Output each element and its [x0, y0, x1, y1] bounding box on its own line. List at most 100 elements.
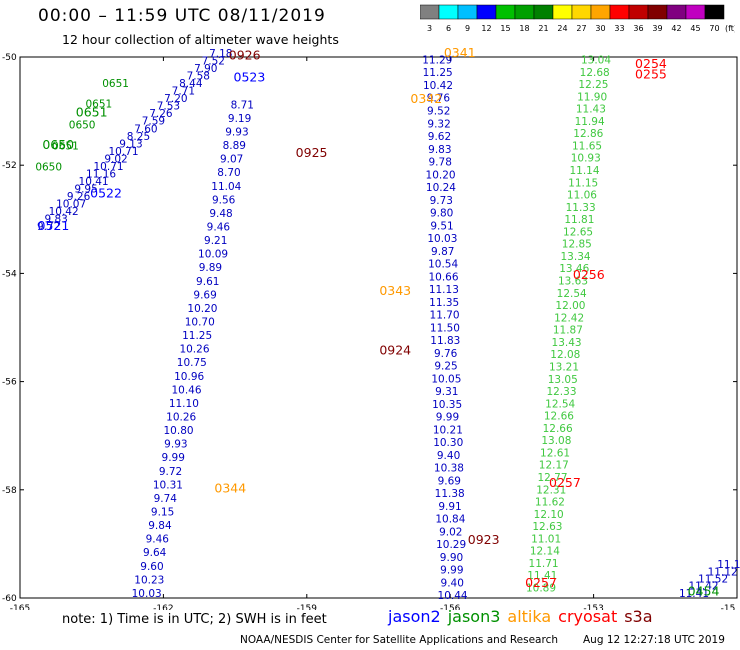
pass-time-label: 0342: [410, 91, 442, 106]
wave-height-point: 9.69: [438, 475, 461, 487]
colorbar-tick-label: 39: [652, 24, 662, 33]
wave-height-point: 13.46: [559, 263, 589, 275]
wave-height-point: 9.99: [440, 565, 463, 577]
satellite-legend: jason2 jason3 altika cryosat s3a: [388, 607, 660, 626]
wave-height-point: 11.94: [575, 116, 605, 128]
wave-height-point: 9.32: [427, 118, 450, 130]
pass-time-label: 0343: [379, 283, 411, 298]
colorbar-tick-label: 24: [557, 24, 567, 33]
wave-height-point: 9.21: [204, 235, 227, 247]
pass-time-label: 0341: [444, 45, 476, 60]
wave-height-point: 10.71: [108, 146, 138, 158]
wave-height-point: 7.71: [172, 86, 195, 98]
wave-height-point: 9.73: [430, 195, 453, 207]
colorbar-tick-label: 3: [427, 24, 432, 33]
wave-height-point: 10.23: [134, 574, 164, 586]
wave-height-point: 10.05: [431, 373, 461, 385]
wave-height-point: 13.63: [558, 276, 588, 288]
wave-height-point: 12.66: [543, 423, 573, 435]
wave-height-point: 9.72: [159, 466, 182, 478]
wave-height-point: 7.18: [209, 48, 232, 60]
wave-height-point: 10.30: [433, 437, 463, 449]
wave-height-point: 11.29: [422, 54, 452, 66]
wave-height-point: 10.38: [434, 463, 464, 475]
y-tick-label: -50: [2, 53, 17, 63]
wave-height-point: 10.31: [153, 479, 183, 491]
y-tick-label: -56: [2, 378, 17, 388]
wave-height-point: 7.60: [134, 123, 157, 135]
wave-height-point: 11.52: [698, 574, 728, 586]
wave-height-point: 10.80: [164, 425, 194, 437]
wave-height-point: 9.83: [428, 144, 451, 156]
wave-height-point: 10.09: [198, 249, 228, 261]
colorbar-tick-label: 6: [446, 24, 451, 33]
wave-height-point: 9.19: [228, 113, 251, 125]
wave-height-point: 10.29: [436, 539, 466, 551]
x-tick-label: -162: [153, 604, 173, 610]
wave-height-point: 9.13: [119, 138, 142, 150]
footer-credit: NOAA/NESDIS Center for Satellite Applica…: [240, 634, 558, 646]
wave-height-point: 11.65: [572, 140, 602, 152]
wave-height-point: 10.20: [187, 303, 217, 315]
wave-height-point: 11.83: [430, 335, 460, 347]
wave-height-point: 10.42: [423, 80, 453, 92]
wave-height-point: 11.62: [535, 497, 565, 509]
wave-height-point: 0651: [52, 141, 79, 153]
wave-height-point: 11.04: [211, 181, 241, 193]
wave-height-point: 10.42: [49, 206, 79, 218]
wave-height-point: 12.85: [562, 239, 592, 251]
wave-height-point: 10.54: [428, 259, 458, 271]
wave-height-point: 8.89: [223, 140, 246, 152]
wave-height-point: 9.99: [162, 452, 185, 464]
wave-height-point: 10.71: [94, 161, 124, 173]
wave-height-point: 11.33: [566, 202, 596, 214]
wave-height-point: 9.76: [434, 348, 458, 360]
wave-height-point: 11.35: [429, 297, 459, 309]
wave-height-point: 8.70: [217, 167, 240, 179]
x-tick-label: -156: [440, 604, 461, 610]
legend-entry: altika: [507, 607, 552, 626]
wave-height-point: 0650: [35, 162, 62, 174]
wave-height-point: 11.38: [435, 488, 465, 500]
pass-time-label: 0344: [214, 481, 246, 496]
wave-height-point: 13.21: [549, 361, 579, 373]
colorbar-tick-label: 45: [690, 24, 700, 33]
wave-height-point: 9.60: [140, 561, 163, 573]
x-tick-label: -153: [583, 604, 603, 610]
wave-height-point: 9.84: [148, 520, 172, 532]
wave-height-point: 7.58: [187, 71, 210, 83]
wave-height-point: 10.21: [433, 424, 463, 436]
wave-height-point: 9.07: [220, 154, 243, 166]
pass-time-label: 0254: [635, 56, 667, 71]
wave-height-point: 9.69: [193, 289, 216, 301]
colorbar-tick-label: 33: [614, 24, 624, 33]
pass-time-label: 0521: [38, 218, 70, 233]
wave-height-point: 11.06: [567, 190, 597, 202]
wave-height-point: 9.26: [67, 191, 91, 203]
wave-height-point: 11.14: [569, 165, 599, 177]
wave-height-point: 11.70: [430, 310, 460, 322]
pass-time-label: 0925: [296, 145, 328, 160]
wave-height-point: 13.04: [581, 54, 611, 66]
wave-height-point: 11.11: [717, 559, 740, 571]
wave-height-point: 9.78: [429, 157, 452, 169]
wave-height-point: 8.71: [231, 99, 254, 111]
wave-height-point: 9.40: [437, 450, 460, 462]
wave-height-point: 12.42: [554, 312, 584, 324]
wave-height-point: 12.86: [573, 128, 603, 140]
wave-height-point: 9.90: [440, 552, 463, 564]
wave-height-point: 8.44: [179, 78, 203, 90]
wave-height-point: 10.24: [426, 182, 456, 194]
pass-time-label: 0924: [379, 343, 411, 358]
colorbar-tick-label: 36: [633, 24, 643, 33]
colorbar-tick-label: 18: [519, 24, 529, 33]
page-title: 00:00 – 11:59 UTC 08/11/2019: [38, 6, 326, 26]
y-tick-label: -60: [2, 594, 17, 604]
wave-height-point: 9.76: [427, 93, 451, 105]
wave-height-point: 10.44: [438, 590, 468, 602]
wave-height-point: 11.90: [577, 91, 607, 103]
wave-height-point: 12.17: [539, 460, 569, 472]
wave-height-point: 9.56: [212, 194, 236, 206]
wave-height-point: 13.34: [561, 251, 591, 263]
